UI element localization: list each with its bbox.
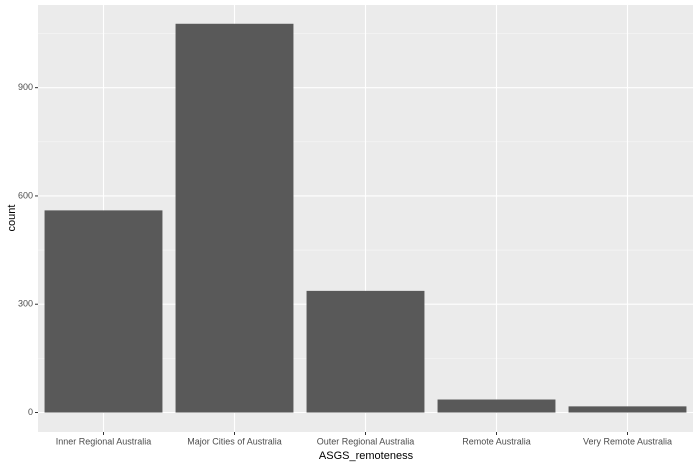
x-tick-label: Inner Regional Australia [56, 436, 152, 446]
bar [44, 210, 163, 413]
x-tick-label: Remote Australia [462, 436, 531, 446]
x-tick-label: Major Cities of Australia [187, 436, 282, 446]
x-axis-title: ASGS_remoteness [319, 450, 414, 462]
x-tick-label: Very Remote Australia [583, 436, 672, 446]
x-tick-label: Outer Regional Australia [317, 436, 415, 446]
y-tick-label: 0 [28, 407, 33, 417]
bar [568, 406, 687, 413]
bar [175, 23, 294, 413]
y-tick-label: 600 [18, 190, 33, 200]
bar [306, 290, 425, 413]
y-tick-label: 900 [18, 82, 33, 92]
y-axis-title: count [6, 205, 18, 232]
y-tick-label: 300 [18, 299, 33, 309]
bar [437, 399, 556, 413]
